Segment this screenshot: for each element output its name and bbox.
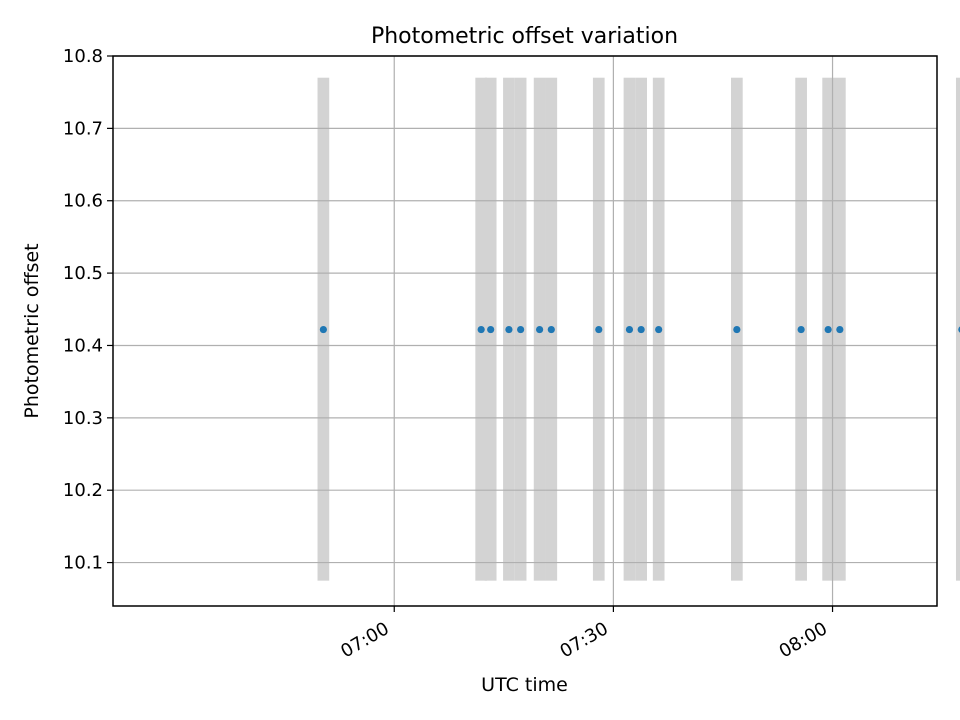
data-point <box>655 325 663 334</box>
observation-band <box>955 77 960 581</box>
data-points <box>319 325 960 334</box>
y-tick-label: 10.8 <box>63 46 103 67</box>
data-point <box>733 325 741 334</box>
y-tick-label: 10.1 <box>63 553 103 574</box>
y-tick-label: 10.7 <box>63 118 103 139</box>
data-point <box>517 325 525 334</box>
data-point <box>505 325 513 334</box>
y-axis-ticks: 10.1 10.2 10.3 10.4 10.5 10.6 10.7 10.8 <box>63 46 113 574</box>
axes-frame <box>112 55 938 607</box>
y-tick-label: 10.2 <box>63 480 103 501</box>
data-point <box>319 325 327 334</box>
data-point <box>824 325 832 334</box>
y-tick-label: 10.4 <box>63 335 103 356</box>
x-axis-label: UTC time <box>481 674 568 696</box>
plot-area <box>112 55 960 607</box>
data-point <box>477 325 485 334</box>
data-point <box>797 325 805 334</box>
chart-title: Photometric offset variation <box>371 24 678 49</box>
data-point <box>625 325 634 334</box>
data-point <box>836 325 844 334</box>
data-point <box>637 325 645 334</box>
data-point <box>595 325 603 334</box>
y-tick-label: 10.6 <box>63 191 103 212</box>
y-tick-label: 10.3 <box>63 408 103 429</box>
data-point <box>487 325 495 334</box>
data-point <box>536 325 544 334</box>
data-point <box>547 325 555 334</box>
y-tick-label: 10.5 <box>63 263 103 284</box>
y-axis-label: Photometric offset <box>21 243 43 418</box>
